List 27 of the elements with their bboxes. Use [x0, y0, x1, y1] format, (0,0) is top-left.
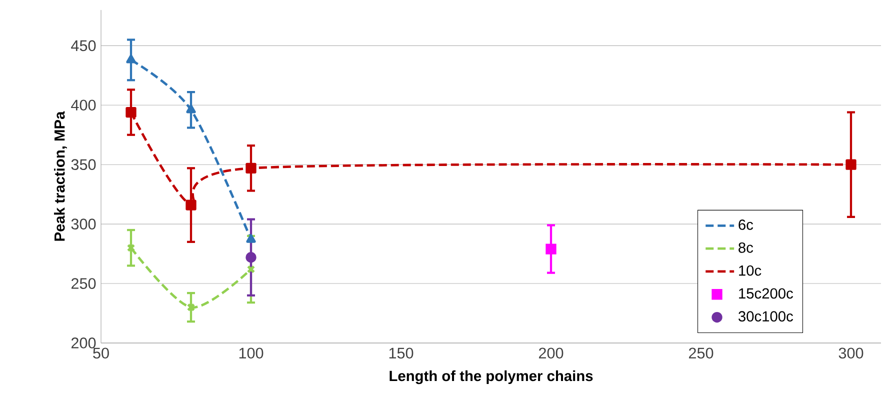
- legend-label: 6c: [738, 220, 754, 230]
- x-tick-label: 300: [838, 348, 864, 359]
- point: [126, 54, 136, 64]
- x-tick-label: 150: [389, 348, 414, 359]
- x-tick-label: 250: [688, 348, 714, 359]
- legend-label: 8c: [738, 242, 754, 253]
- point: [246, 162, 256, 174]
- legend-label: 30c100c: [738, 311, 793, 322]
- y-tick-label: 300: [71, 218, 96, 230]
- point: [546, 244, 556, 254]
- point: [186, 104, 196, 114]
- x-tick-label: 200: [538, 348, 564, 359]
- point: [126, 106, 136, 118]
- x-axis-title: Length of the polymer chains: [390, 370, 593, 384]
- point: [246, 252, 256, 263]
- point: [846, 159, 856, 170]
- y-tick-label: 450: [71, 40, 96, 52]
- y-tick-label: 250: [71, 278, 96, 289]
- y-tick-label: 200: [71, 338, 96, 348]
- x-tick-label: 100: [239, 348, 264, 359]
- y-tick-label: 350: [71, 159, 96, 170]
- y-tick-label: 400: [71, 100, 96, 111]
- y-axis-title: Peak traction, MPa: [54, 111, 67, 241]
- legend-label: 10c: [739, 265, 762, 276]
- legend-label: 15c200c: [739, 288, 793, 299]
- x-tick-label: 50: [93, 348, 109, 359]
- point: [186, 200, 196, 210]
